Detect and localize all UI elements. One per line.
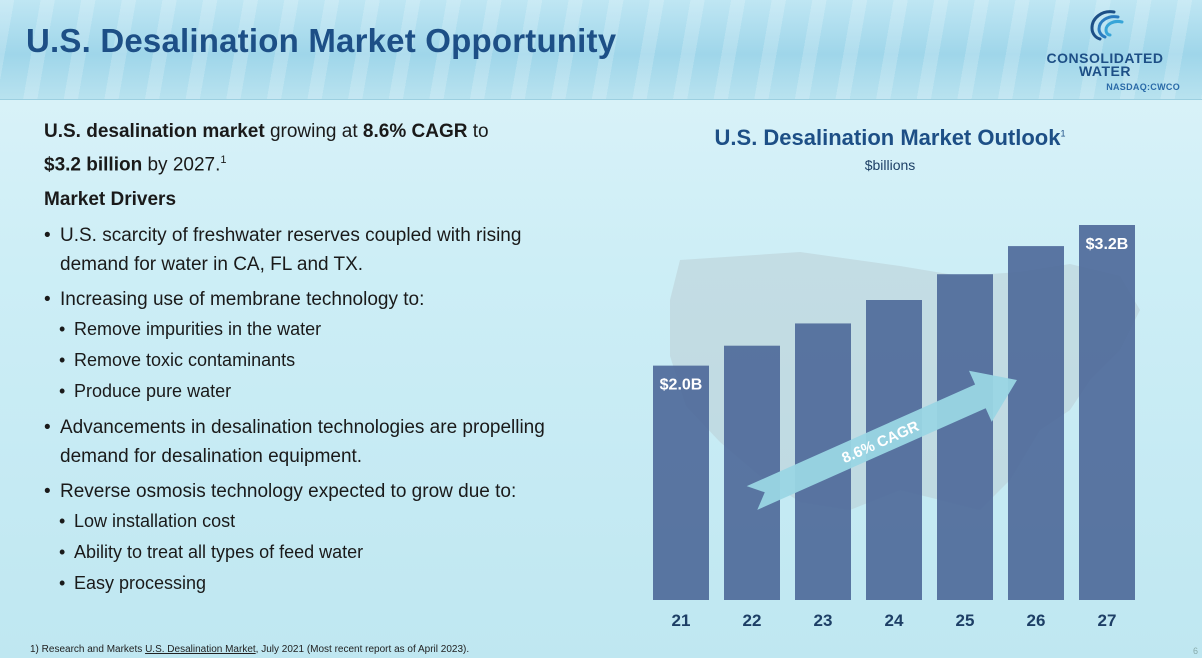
bar-26 [1008,246,1064,600]
chart-title-text: U.S. Desalination Market Outlook [714,125,1061,150]
bar-21 [653,365,709,600]
intro-statement: U.S. desalination market growing at 8.6%… [44,118,584,179]
intro-cagr: 8.6% CAGR [362,121,468,142]
driver-sub-bullet: Produce pure water [44,376,584,407]
driver-bullet: Increasing use of membrane technology to… [44,285,584,314]
intro-market: U.S. desalination market [44,121,265,142]
driver-sub-bullet: Remove toxic contaminants [44,345,584,376]
data-label: $2.0B [660,377,703,394]
logo-ticker: NASDAQ:CWCO [1106,82,1180,92]
x-tick-label: 21 [672,611,691,630]
chart-title: U.S. Desalination Market Outlook1 [600,125,1180,151]
intro-text: to [467,121,489,142]
footnote: 1) Research and Markets U.S. Desalinatio… [30,644,469,655]
x-tick-label: 25 [956,611,975,630]
intro-text: by 2027. [142,154,221,176]
page-title: U.S. Desalination Market Opportunity [26,22,617,59]
data-label: $3.2B [1086,236,1129,253]
driver-bullet: U.S. scarcity of freshwater reserves cou… [44,221,584,279]
logo-name-line2: WATER [1078,63,1131,79]
x-tick-label: 26 [1027,611,1046,630]
bar-22 [724,345,780,600]
footnote-prefix: 1) Research and Markets [30,644,146,655]
chart-title-footnote-ref: 1 [1060,128,1066,139]
chart-subtitle: $billions [864,157,916,173]
x-tick-label: 22 [743,611,762,630]
driver-bullet: Advancements in desalination technologie… [44,413,584,471]
market-summary: U.S. desalination market growing at 8.6%… [44,118,584,599]
water-wave-icon [1090,10,1124,41]
driver-sub-bullet: Remove impurities in the water [44,314,584,345]
company-logo: CONSOLIDATED WATER NASDAQ:CWCO [1030,6,1180,96]
logo-name-line1: CONSOLIDATED [1046,50,1164,66]
cagr-arrow-shape [746,370,1017,510]
page-number: 6 [1192,646,1198,656]
header-band [0,0,1202,100]
bar-25 [937,274,993,600]
intro-market-size: $3.2 billion [44,154,143,176]
intro-text: growing at [264,121,363,142]
market-drivers-list: U.S. scarcity of freshwater reserves cou… [44,221,584,599]
market-outlook-chart: 21 22 23 24 25 26 27 $2.0B$3.2B 8.6% CAGR [653,225,1140,630]
x-tick-label: 23 [814,611,833,630]
footnote-ref: 1 [220,154,227,166]
market-drivers-heading: Market Drivers [44,189,177,211]
bar-27 [1079,225,1135,600]
driver-sub-bullet: Ability to treat all types of feed water [44,537,584,568]
driver-sub-bullet: Easy processing [44,568,584,599]
footnote-source-link[interactable]: U.S. Desalination Market [145,644,256,655]
footnote-suffix: , July 2021 (Most recent report as of Ap… [255,644,470,655]
driver-sub-bullet: Low installation cost [44,506,584,537]
driver-bullet: Reverse osmosis technology expected to g… [44,477,584,506]
x-tick-label: 24 [885,611,904,630]
x-tick-label: 27 [1098,611,1117,630]
